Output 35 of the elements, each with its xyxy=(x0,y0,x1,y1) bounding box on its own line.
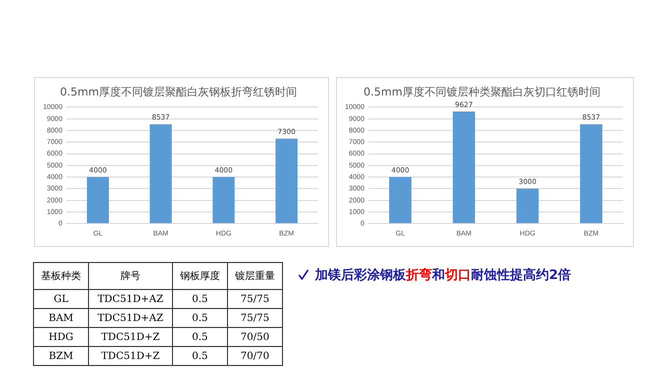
text: 钢板厚度 xyxy=(172,262,228,290)
text: 切口 xyxy=(445,268,471,283)
bar xyxy=(389,177,412,224)
chart-title: 0.5mm厚度不同镀层聚酯白灰钢板折弯红锈时间 xyxy=(60,85,297,98)
text: TDC51D+AZ xyxy=(88,290,172,308)
bar xyxy=(516,188,539,224)
text: 折弯 xyxy=(406,268,432,283)
text: 75/75 xyxy=(227,290,282,308)
text: 70/50 xyxy=(227,328,282,346)
text: 0.5 xyxy=(172,290,228,308)
text: 耐蚀性提高约2倍 xyxy=(471,268,572,283)
text: BAM xyxy=(34,308,89,328)
text: 加镁后彩涂钢板 xyxy=(315,268,406,283)
bar xyxy=(452,112,476,224)
text: 75/75 xyxy=(227,308,282,328)
text: 牌号 xyxy=(88,262,172,290)
text: HDG xyxy=(34,328,89,346)
bar xyxy=(580,124,602,224)
bar xyxy=(150,124,172,224)
text: 0.5 xyxy=(172,328,228,346)
bar xyxy=(86,177,109,224)
text: 镀层重量 xyxy=(227,262,282,290)
bar xyxy=(212,177,235,224)
text: 0.5 xyxy=(172,308,228,328)
text: BZM xyxy=(34,346,89,366)
text: GL xyxy=(34,290,89,308)
bar xyxy=(276,138,298,224)
text: TDC51D+Z xyxy=(88,346,172,366)
text: 和 xyxy=(432,268,445,283)
chart-title: 0.5mm厚度不同镀层种类聚酯白灰切口红锈时间 xyxy=(364,85,600,98)
text: 基板种类 xyxy=(34,262,89,290)
text: TDC51D+AZ xyxy=(88,308,172,328)
text: TDC51D+Z xyxy=(88,328,172,346)
text: 0.5 xyxy=(172,346,228,366)
text: 70/70 xyxy=(227,346,282,366)
